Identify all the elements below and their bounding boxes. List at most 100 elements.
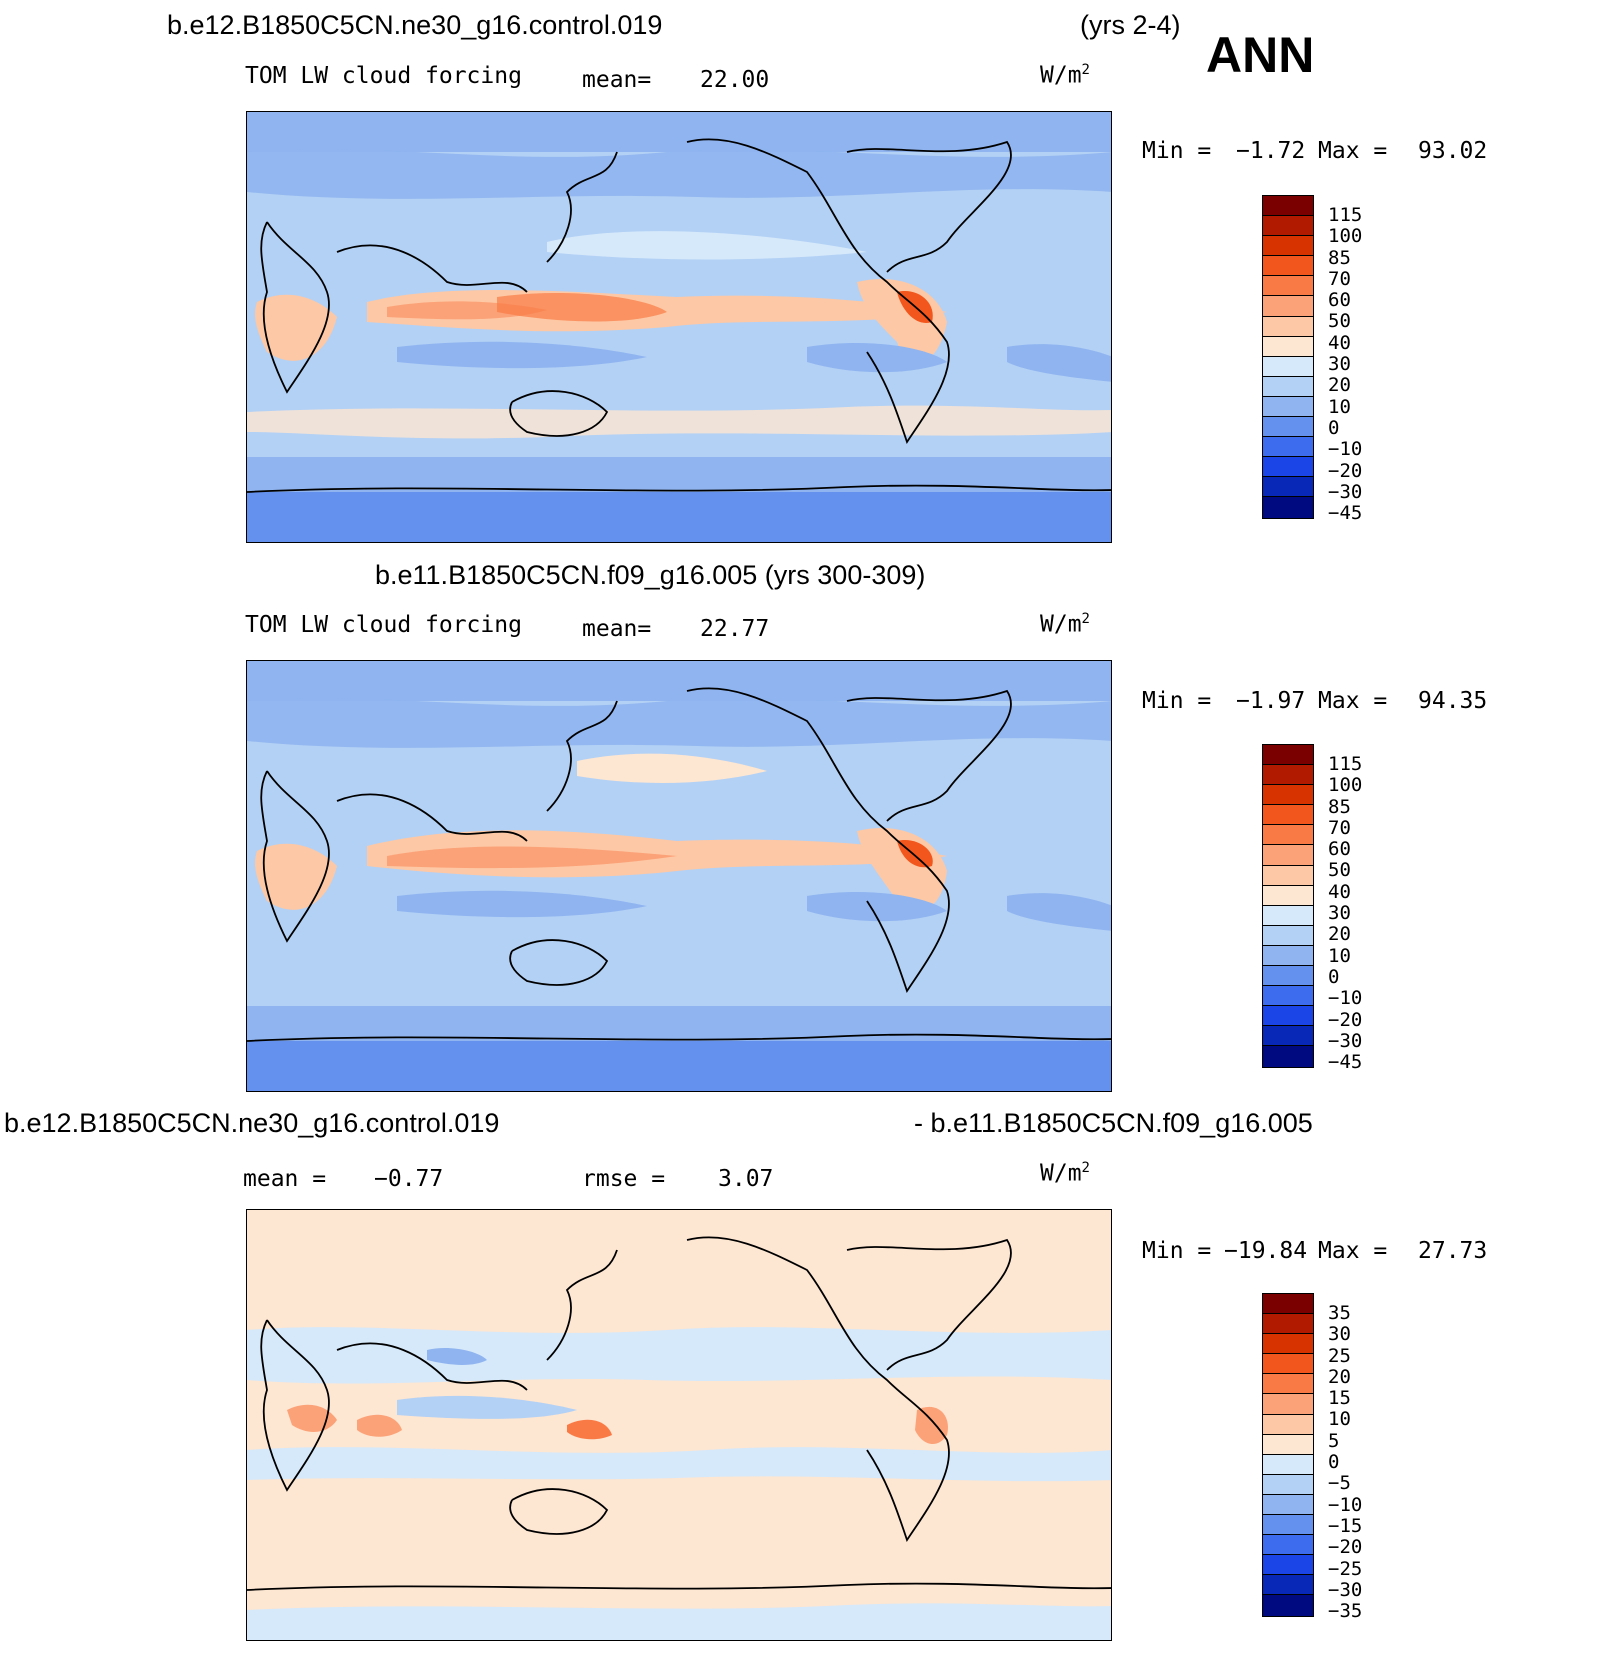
contour-map-top: [247, 112, 1111, 542]
colorbar-swatch: [1263, 865, 1313, 886]
colorbar-tick-label: 50: [1328, 859, 1351, 882]
colorbar-swatch: [1263, 497, 1313, 518]
colorbar-tick-label: 60: [1328, 838, 1351, 861]
colorbar-tick-label: −10: [1328, 438, 1363, 461]
panel-top-mean-label: mean=: [582, 67, 652, 93]
colorbar-tick-label: −10: [1328, 987, 1363, 1010]
colorbar-tick-label: 85: [1328, 795, 1351, 818]
colorbar-tick-label: −30: [1328, 1029, 1363, 1052]
colorbar-tick-label: −10: [1328, 1493, 1363, 1516]
colorbar-tick-label: 40: [1328, 880, 1351, 903]
colorbar-swatch: [1263, 1494, 1313, 1516]
colorbar-swatch: [1263, 1515, 1313, 1536]
panel-middle-mean-label: mean=: [582, 616, 652, 642]
panel-middle-min-value: −1.97: [1236, 688, 1306, 714]
colorbar-swatch: [1263, 845, 1313, 866]
colorbar-swatch: [1263, 1535, 1313, 1556]
colorbar-tick-label: 115: [1328, 753, 1363, 775]
colorbar-swatch: [1263, 396, 1313, 418]
colorbar-swatch: [1263, 417, 1313, 438]
colorbar-swatch: [1263, 1374, 1313, 1395]
colorbar-middle-ticks: 115 100 85 70 60 50 40 30 20 10 0 −10 −20 −30 −45: [1328, 753, 1363, 1073]
colorbar-tick-label: −30: [1328, 1578, 1363, 1601]
coastlines-middle: [247, 687, 1111, 1042]
panel-middle-mean-value: 22.77: [700, 616, 770, 642]
colorbar-tick-label: −35: [1328, 1600, 1363, 1623]
colorbar-tick-label: 100: [1328, 774, 1363, 797]
colorbar-swatch: [1263, 477, 1313, 498]
colorbar-tick-label: −20: [1328, 1008, 1363, 1031]
panel-top-min-value: −1.72: [1236, 138, 1306, 164]
colorbar-tick-label: 25: [1328, 1344, 1351, 1367]
colorbar-tick-label: 5: [1328, 1429, 1340, 1452]
colorbar-swatch: [1263, 1474, 1313, 1495]
colorbar-swatch: [1263, 336, 1313, 357]
colorbar-swatch: [1263, 1026, 1313, 1047]
panel-bottom-max-value: 27.73: [1418, 1238, 1488, 1264]
colorbar-bottom-ticks: 35 30 25 20 15 10 5 0 −5 −10 −15 −20 −25 −30 −35: [1328, 1302, 1363, 1623]
panel-bottom-mean-value: −0.77: [374, 1166, 444, 1192]
colorbar-swatch: [1263, 1454, 1313, 1475]
colorbar-tick-label: 100: [1328, 225, 1363, 248]
colorbar-swatch: [1263, 825, 1313, 846]
colorbar-tick-label: −20: [1328, 459, 1363, 482]
colorbar-swatch: [1263, 905, 1313, 926]
panel-bottom-rmse-value: 3.07: [718, 1166, 774, 1192]
colorbar-tick-label: 60: [1328, 289, 1351, 312]
contour-map-middle: [247, 661, 1111, 1091]
colorbar-tick-label: 70: [1328, 816, 1351, 839]
colorbar-tick-label: 40: [1328, 331, 1351, 354]
panel-top-field-label: TOM LW cloud forcing: [245, 63, 522, 89]
panel-middle-field-label: TOM LW cloud forcing: [245, 612, 522, 638]
colorbar-swatch: [1263, 296, 1313, 317]
colorbar-tick-label: 20: [1328, 374, 1351, 397]
coastlines-bottom: [247, 1236, 1111, 1591]
colorbar-swatch: [1263, 745, 1313, 766]
colorbar-swatch: [1263, 785, 1313, 806]
colorbar-swatch: [1263, 1595, 1313, 1616]
case-title-top: b.e12.B1850C5CN.ne30_g16.control.019: [167, 10, 663, 40]
colorbar-swatch: [1263, 457, 1313, 478]
diff-title-right: - b.e11.B1850C5CN.f09_g16.005: [914, 1108, 1313, 1138]
colorbar-tick-label: 70: [1328, 267, 1351, 290]
colorbar-middle: [1262, 744, 1314, 1068]
panel-bottom-max-label: Max =: [1318, 1238, 1388, 1264]
panel-top-units: W/m2: [1040, 62, 1090, 89]
coastlines-top: [247, 138, 1111, 493]
colorbar-swatch: [1263, 1394, 1313, 1415]
years-label-top: (yrs 2-4): [1080, 10, 1181, 40]
colorbar-tick-label: −5: [1328, 1472, 1351, 1495]
case-title-middle: b.e11.B1850C5CN.f09_g16.005 (yrs 300-309…: [375, 560, 926, 590]
colorbar-swatch: [1263, 765, 1313, 786]
map-panel-bottom: [246, 1209, 1112, 1641]
panel-top-max-value: 93.02: [1418, 138, 1488, 164]
colorbar-swatch: [1263, 376, 1313, 397]
colorbar-swatch: [1263, 1334, 1313, 1355]
panel-top-mean-value: 22.00: [700, 67, 770, 93]
colorbar-tick-label: 0: [1328, 1451, 1340, 1474]
colorbar-tick-label: 10: [1328, 1408, 1351, 1431]
colorbar-tick-label: 85: [1328, 246, 1351, 269]
colorbar-tick-label: 20: [1328, 923, 1351, 946]
colorbar-swatch: [1263, 316, 1313, 337]
colorbar-tick-label: 0: [1328, 416, 1340, 439]
colorbar-tick-label: 20: [1328, 1365, 1351, 1388]
contour-map-bottom: [247, 1210, 1111, 1640]
colorbar-tick-label: 50: [1328, 310, 1351, 333]
colorbar-swatch: [1263, 1555, 1313, 1576]
colorbar-swatch: [1263, 1414, 1313, 1435]
colorbar-tick-label: −30: [1328, 480, 1363, 503]
colorbar-swatch: [1263, 1006, 1313, 1027]
panel-middle-max-label: Max =: [1318, 688, 1388, 714]
colorbar-top-ticks: 115 100 85 70 60 50 40 30 20 10 0 −10 −20 −30 −45: [1328, 204, 1363, 525]
panel-middle-min-label: Min =: [1142, 688, 1212, 714]
colorbar-swatch: [1263, 1575, 1313, 1596]
map-panel-top: [246, 111, 1112, 543]
colorbar-tick-label: −45: [1328, 502, 1363, 525]
panel-bottom-mean-label: mean =: [243, 1166, 327, 1192]
colorbar-tick-label: 30: [1328, 353, 1351, 376]
panel-top-min-label: Min =: [1142, 138, 1212, 164]
colorbar-swatch: [1263, 196, 1313, 217]
colorbar-swatch: [1263, 1434, 1313, 1455]
colorbar-swatch: [1263, 216, 1313, 237]
